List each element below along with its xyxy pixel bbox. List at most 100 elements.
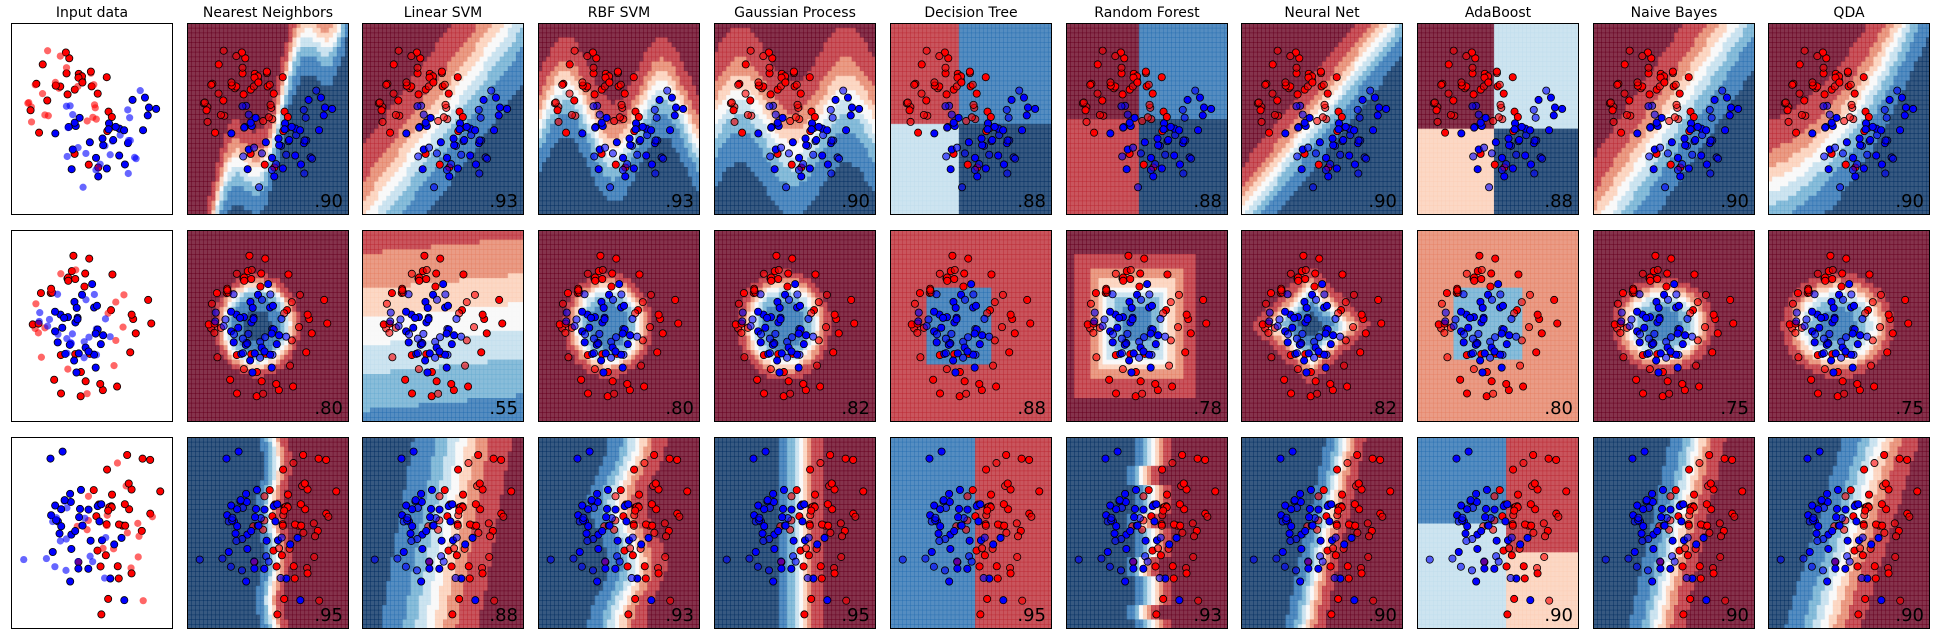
- decision-cell: [683, 51, 689, 58]
- decision-cell: [602, 109, 608, 115]
- decision-cell: [191, 80, 196, 86]
- decision-cell: [382, 23, 387, 29]
- decision-cell: [316, 186, 322, 192]
- decision-cell: [647, 176, 652, 182]
- decision-cell: [304, 51, 310, 58]
- decision-cell: [406, 56, 412, 62]
- decision-cell: [195, 85, 200, 91]
- decision-cell: [447, 75, 452, 82]
- decision-cell: [378, 42, 383, 48]
- decision-cell: [463, 47, 468, 53]
- decision-cell: [683, 47, 689, 53]
- decision-cell: [562, 90, 567, 96]
- decision-cell: [619, 162, 624, 168]
- decision-cell: [495, 138, 501, 144]
- decision-cell: [619, 42, 624, 48]
- decision-cell: [370, 123, 375, 130]
- train-point: [251, 113, 260, 122]
- decision-cell: [418, 42, 424, 48]
- decision-cell: [276, 109, 281, 115]
- decision-cell: [483, 119, 489, 125]
- decision-cell: [683, 157, 689, 163]
- decision-cell: [538, 90, 543, 96]
- decision-cell: [247, 51, 253, 58]
- decision-cell: [316, 37, 322, 43]
- decision-cell: [296, 27, 301, 34]
- decision-cell: [574, 176, 580, 182]
- decision-cell: [542, 171, 547, 178]
- decision-cell: [667, 162, 673, 168]
- decision-cell: [438, 147, 444, 154]
- decision-cell: [683, 71, 689, 77]
- decision-cell: [215, 181, 220, 187]
- decision-cell: [296, 167, 301, 173]
- decision-cell: [511, 42, 517, 48]
- decision-cell: [219, 157, 225, 163]
- decision-cell: [651, 191, 657, 197]
- decision-cell: [455, 47, 460, 53]
- decision-cell: [459, 51, 464, 58]
- decision-cell: [495, 143, 501, 149]
- decision-cell: [231, 143, 237, 149]
- decision-cell: [386, 167, 391, 173]
- decision-cell: [515, 99, 521, 106]
- decision-cell: [263, 56, 269, 62]
- decision-cell: [610, 56, 616, 62]
- decision-cell: [215, 195, 220, 202]
- decision-cell: [627, 109, 632, 115]
- decision-cell: [195, 186, 200, 192]
- decision-cell: [422, 195, 428, 202]
- column-title: AdaBoost: [1465, 5, 1532, 21]
- decision-cell: [203, 42, 208, 48]
- decision-cell: [619, 205, 624, 211]
- decision-cell: [438, 51, 444, 58]
- decision-cell: [598, 51, 604, 58]
- decision-cell: [187, 119, 192, 125]
- decision-cell: [590, 147, 596, 154]
- decision-cell: [211, 66, 216, 72]
- decision-cell: [635, 176, 640, 182]
- decision-cell: [227, 32, 233, 38]
- decision-cell: [627, 23, 632, 29]
- decision-cell: [195, 32, 200, 38]
- decision-cell: [651, 119, 657, 125]
- decision-cell: [203, 200, 208, 206]
- train-point: [61, 48, 70, 57]
- decision-cell: [268, 195, 273, 202]
- decision-cell: [671, 147, 677, 154]
- decision-cell: [562, 47, 567, 53]
- decision-cell: [268, 75, 273, 82]
- decision-cell: [451, 51, 456, 58]
- decision-cell: [578, 205, 584, 211]
- decision-cell: [263, 90, 269, 96]
- decision-cell: [374, 181, 379, 187]
- decision-cell: [227, 162, 233, 168]
- decision-cell: [340, 104, 346, 110]
- decision-cell: [582, 56, 588, 62]
- decision-cell: [344, 143, 349, 149]
- decision-cell: [414, 42, 420, 48]
- decision-cell: [451, 171, 456, 178]
- decision-cell: [312, 104, 318, 110]
- decision-cell: [610, 95, 616, 101]
- decision-cell: [550, 195, 555, 202]
- decision-cell: [507, 61, 513, 67]
- decision-cell: [590, 210, 596, 215]
- decision-cell: [550, 123, 555, 130]
- decision-cell: [316, 56, 322, 62]
- decision-cell: [479, 128, 485, 134]
- test-point: [250, 143, 259, 152]
- decision-cell: [366, 109, 371, 115]
- test-point: [90, 101, 99, 109]
- decision-cell: [231, 99, 237, 106]
- decision-cell: [447, 71, 452, 77]
- decision-cell: [447, 56, 452, 62]
- decision-cell: [320, 176, 326, 182]
- decision-cell: [195, 181, 200, 187]
- decision-cell: [467, 27, 472, 34]
- decision-cell: [292, 186, 297, 192]
- decision-cell: [507, 123, 513, 130]
- decision-cell: [296, 186, 301, 192]
- decision-cell: [631, 200, 636, 206]
- decision-cell: [223, 51, 229, 58]
